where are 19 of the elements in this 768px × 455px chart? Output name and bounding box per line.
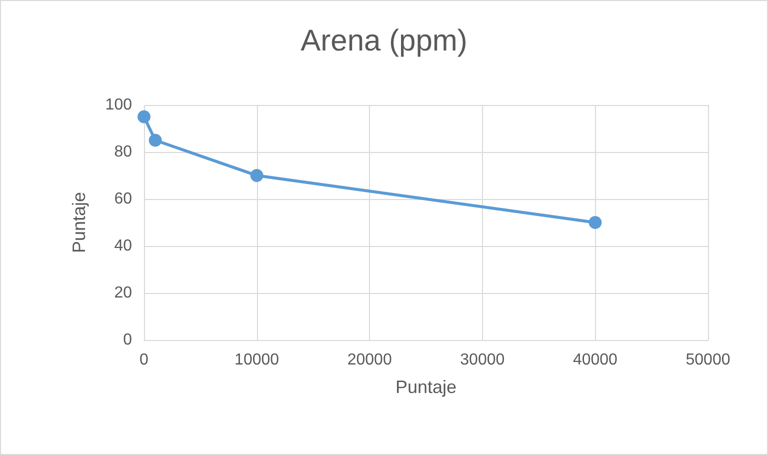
x-tick-label: 30000 (460, 352, 505, 368)
x-tick-label: 40000 (572, 352, 618, 368)
point (588, 216, 602, 229)
x-tick-label: 10000 (234, 352, 280, 368)
x-tick-label: 0 (140, 352, 149, 368)
x-tick-label: 20000 (347, 352, 392, 368)
y-tick-label: 20 (114, 284, 132, 302)
y-tick-label: 40 (114, 238, 132, 254)
y-tick-label: 80 (114, 144, 132, 160)
y-axis-title: Puntaje (69, 192, 89, 254)
y-tick-label: 100 (105, 96, 132, 114)
point (138, 110, 150, 124)
x-tick-label: 50000 (686, 352, 730, 368)
chart-title: Arena (ppm) (300, 24, 468, 58)
y-tick-label: 60 (114, 190, 132, 208)
y-tick-label: 0 (123, 332, 132, 348)
point (148, 134, 162, 147)
x-axis-title: Puntaje (395, 377, 457, 397)
point (250, 169, 264, 182)
